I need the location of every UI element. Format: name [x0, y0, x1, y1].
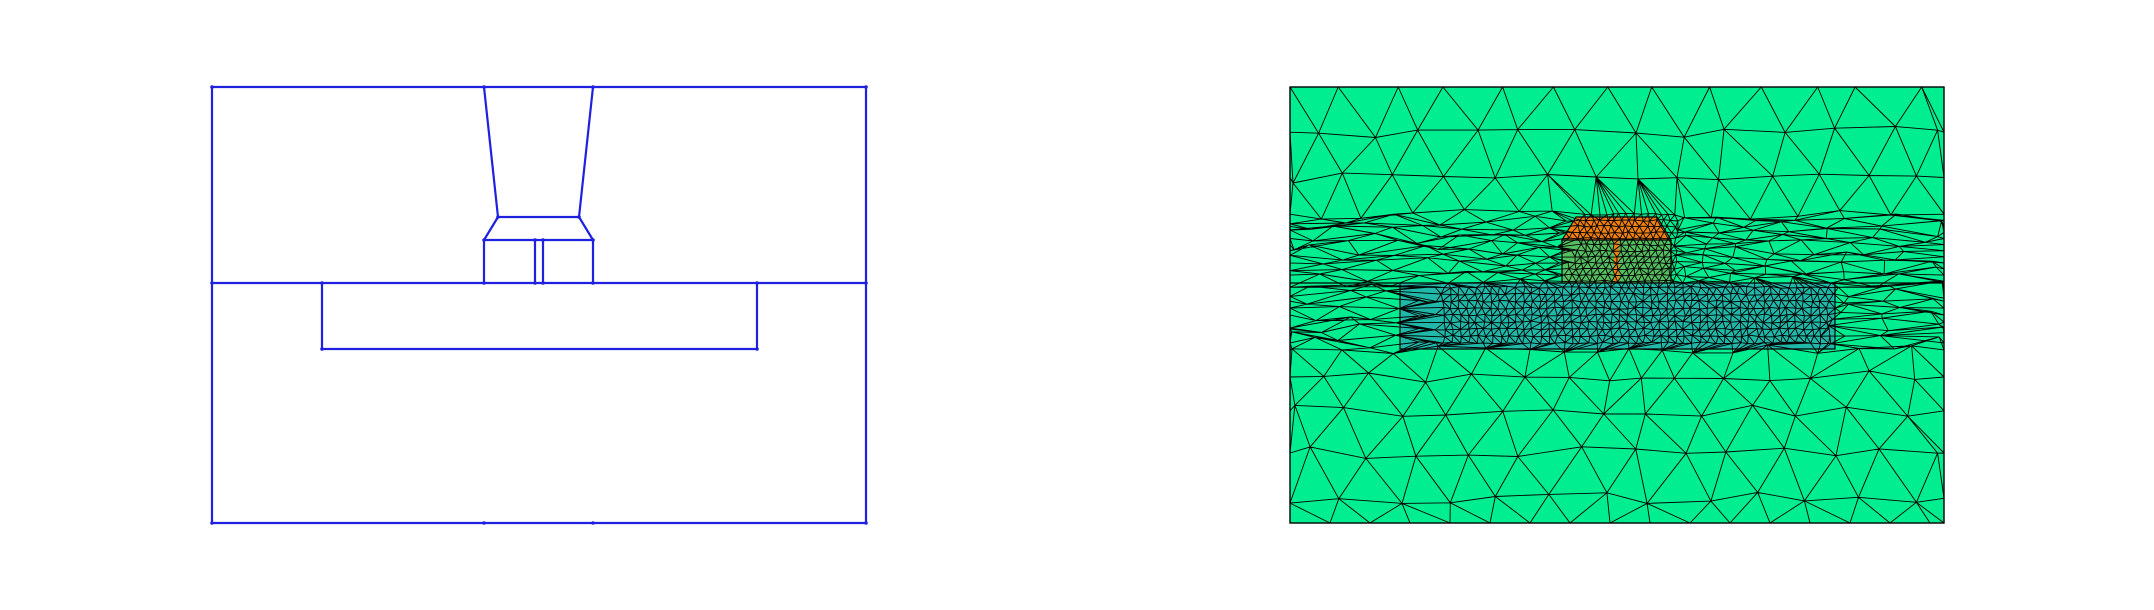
geometry-cavity — [322, 283, 757, 349]
geometry-vertex — [864, 521, 868, 525]
geometry-vertex — [482, 238, 486, 242]
geometry-vertex — [533, 281, 537, 285]
geometry-vertex — [210, 521, 214, 525]
geometry-vertex — [591, 521, 595, 525]
geometry-vertex — [591, 281, 595, 285]
geometry-vertex — [541, 238, 545, 242]
geometry-vertex — [533, 238, 537, 242]
geometry-vertex — [591, 85, 595, 89]
geometry-vertex — [541, 281, 545, 285]
geometry-vertex — [482, 521, 486, 525]
geometry-vertex — [864, 85, 868, 89]
geometry-vertex — [482, 281, 486, 285]
geometry-vertex — [496, 215, 500, 219]
geometry-outline-panel — [210, 85, 868, 525]
geometry-vertex — [755, 281, 759, 285]
geometry-vertex — [210, 281, 214, 285]
geometry-vertex — [577, 215, 581, 219]
geometry-outer-boundary — [212, 87, 866, 523]
geometry-vertex — [591, 238, 595, 242]
geometry-vertex — [864, 281, 868, 285]
geometry-vertex — [755, 347, 759, 351]
geometry-vertex — [482, 85, 486, 89]
geometry-funnel — [484, 87, 593, 217]
geometry-vertices — [210, 85, 868, 525]
geometry-vertex — [210, 85, 214, 89]
geometry-vertex — [320, 281, 324, 285]
triangular-mesh-panel — [1290, 87, 1944, 523]
geometry-vertex — [320, 347, 324, 351]
geometry-cap — [484, 217, 593, 240]
